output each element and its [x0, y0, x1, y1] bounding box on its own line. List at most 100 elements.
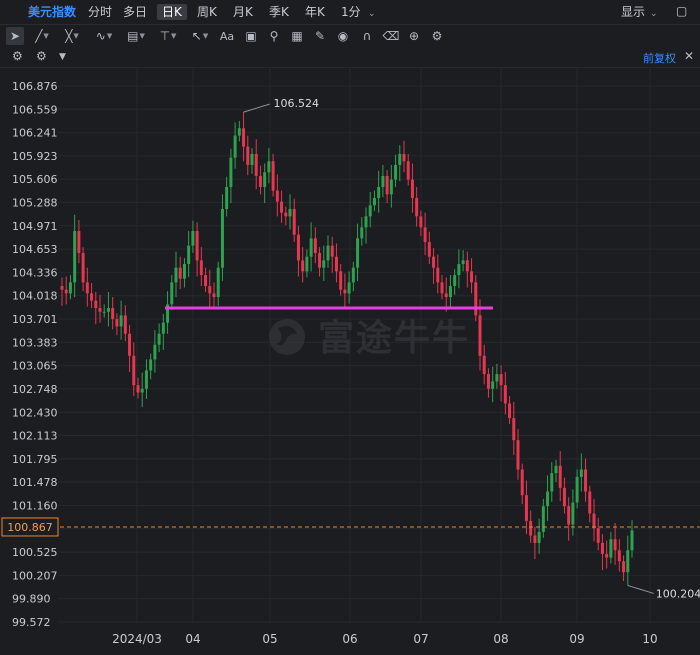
candle-body: [334, 256, 338, 272]
text-tool-icon[interactable]: Aa: [219, 29, 235, 43]
candle-body: [136, 385, 140, 393]
candle-body: [347, 282, 351, 294]
magnet-icon[interactable]: ∩: [362, 29, 372, 43]
comment-tool-icon[interactable]: ▣: [245, 29, 257, 43]
candle-body: [410, 179, 414, 198]
brush-tool-icon[interactable]: ✎: [314, 29, 326, 43]
candle-body: [427, 242, 431, 257]
y-tick-label: 102.430: [12, 406, 58, 419]
level-tool-icon[interactable]: ⊤ ▼: [159, 29, 177, 43]
candle-body: [562, 487, 566, 507]
interval-dropdown-icon[interactable]: ⌄: [368, 9, 376, 19]
candle-body: [119, 315, 123, 327]
candle-body: [81, 253, 85, 283]
sync-icon[interactable]: ⊕: [408, 29, 420, 43]
candle-body: [174, 267, 178, 283]
candle-body: [415, 197, 419, 217]
display-menu[interactable]: 显示: [621, 5, 646, 19]
tab-weekly[interactable]: 周K: [197, 5, 217, 19]
candle-body: [68, 282, 72, 294]
candle-body: [90, 293, 94, 301]
candle-body: [199, 260, 203, 276]
candle-body: [250, 153, 254, 165]
line-tool-icon[interactable]: ╱ ▼: [35, 29, 49, 43]
y-tick-label: 99.890: [12, 593, 51, 606]
tab-yearly[interactable]: 年K: [305, 5, 325, 19]
measure-tool-icon[interactable]: ▦: [291, 29, 303, 43]
candles: [60, 112, 634, 586]
low-label: 100.204: [656, 587, 700, 600]
candle-body: [343, 289, 347, 294]
candle-body: [111, 308, 115, 320]
fibonacci-tool-icon[interactable]: ▤ ▼: [127, 29, 145, 43]
candle-body: [482, 355, 486, 375]
ray-tool-icon[interactable]: ╳ ▼: [65, 29, 79, 43]
tab-multiday[interactable]: 多日: [123, 5, 148, 19]
drawing-toolbar: ➤ ╱ ▼ ╳ ▼ ∿ ▼ ▤ ▼ ⊤ ▼ ↖ ▼ Aa ▣ ⚲ ▦ ✎ ◉ ∩ ⌫ ⊕ ⚙: [0, 25, 700, 47]
top-divider: [0, 24, 700, 25]
chart-settings-icon[interactable]: ⚙: [12, 49, 23, 63]
tab-monthly[interactable]: 月K: [233, 5, 253, 19]
candle-body: [486, 374, 490, 389]
candle-body: [102, 311, 106, 313]
candle-body: [212, 293, 216, 298]
subbar-dropdown-icon[interactable]: ▼: [59, 52, 66, 62]
candle-body: [267, 161, 271, 173]
tab-1min[interactable]: 1分: [341, 5, 361, 19]
candle-body: [520, 469, 524, 496]
x-tick-label: 07: [413, 632, 428, 646]
tab-daily[interactable]: 日K: [157, 4, 187, 20]
watermark: 富途牛牛: [269, 317, 468, 359]
candle-body: [377, 186, 381, 198]
candle-body: [470, 271, 474, 283]
price-adjust-toggle[interactable]: 前复权: [643, 52, 676, 65]
collapse-icon[interactable]: ▢: [676, 4, 688, 18]
candle-body: [356, 238, 360, 268]
polyline-tool-icon[interactable]: ∿ ▼: [95, 29, 113, 43]
candle-body: [280, 201, 284, 213]
candle-body: [322, 260, 326, 268]
tab-intraday[interactable]: 分时: [88, 5, 113, 19]
y-tick-label: 105.606: [12, 173, 58, 186]
candle-body: [326, 245, 330, 261]
candle-body: [596, 528, 600, 543]
candle-body: [457, 264, 461, 276]
candle-body: [432, 256, 436, 268]
tab-quarterly[interactable]: 季K: [269, 5, 289, 19]
grid-lines: [58, 67, 700, 623]
candle-body: [406, 161, 410, 180]
candle-body: [524, 495, 528, 521]
candle-body: [220, 208, 224, 268]
candle-body: [153, 344, 157, 360]
candle-body: [73, 231, 77, 283]
candle-body: [225, 186, 229, 209]
y-tick-label: 104.336: [12, 266, 58, 279]
candle-body: [465, 260, 469, 272]
candle-body: [592, 513, 596, 529]
candle-body: [512, 418, 516, 441]
cursor-tool-icon[interactable]: ➤: [6, 27, 24, 45]
settings-icon[interactable]: ⚙: [431, 29, 443, 43]
display-dropdown-icon[interactable]: ⌄: [650, 9, 658, 19]
candle-body: [275, 190, 279, 202]
candle-body: [305, 256, 309, 272]
indicator-settings-icon[interactable]: ⚙: [36, 49, 47, 63]
candlestick-chart[interactable]: 富途牛牛 106.876 106.559 106.241 105.923 105.606…: [0, 67, 700, 655]
candle-body: [402, 153, 406, 162]
close-icon[interactable]: ✕: [683, 49, 694, 63]
candle-body: [600, 542, 604, 554]
candle-body: [229, 157, 233, 187]
arrow-tool-icon[interactable]: ↖ ▼: [191, 29, 209, 43]
y-tick-label: 104.018: [12, 290, 58, 303]
candle-body: [77, 231, 81, 254]
candle-body: [579, 469, 583, 477]
y-tick-label: 101.795: [12, 453, 58, 466]
x-tick-label: 06: [342, 632, 357, 646]
candle-body: [318, 253, 322, 268]
candle-body: [263, 172, 267, 187]
zoom-tool-icon[interactable]: ⚲: [269, 29, 279, 43]
candle-body: [444, 293, 448, 298]
eye-icon[interactable]: ◉: [337, 29, 349, 43]
trash-icon[interactable]: ⌫: [382, 29, 400, 43]
symbol-title[interactable]: 美元指数: [28, 5, 77, 19]
